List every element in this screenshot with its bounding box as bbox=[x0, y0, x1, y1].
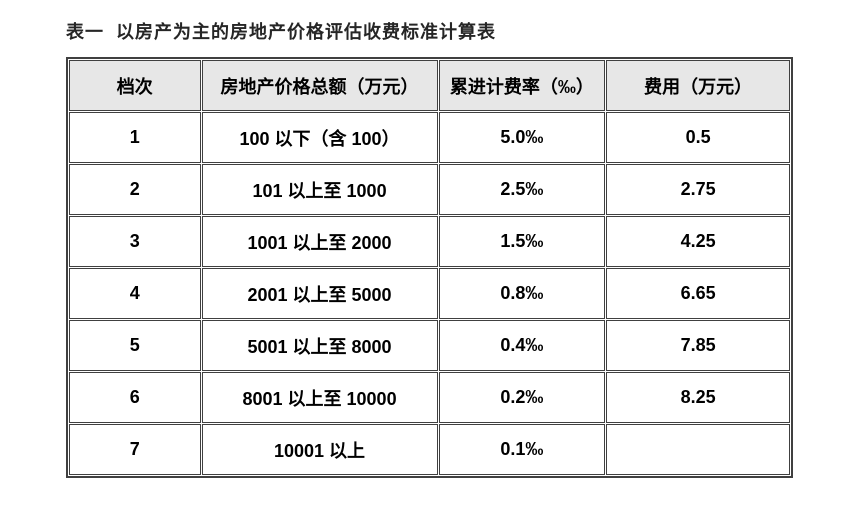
fee-standard-table: 档次 房地产价格总额（万元） 累进计费率（‰） 费用（万元） 1 100 以下（… bbox=[66, 57, 793, 478]
cell-price-range: 5001 以上至 8000 bbox=[201, 320, 438, 371]
table-row: 5 5001 以上至 8000 0.4‰ 7.85 bbox=[69, 320, 790, 371]
cell-price-range: 101 以上至 1000 bbox=[201, 164, 438, 215]
header-cell-fee: 费用（万元） bbox=[606, 60, 790, 111]
cell-fee: 7.85 bbox=[606, 320, 790, 371]
cell-grade: 6 bbox=[69, 372, 201, 423]
cell-grade: 3 bbox=[69, 216, 201, 267]
cell-grade: 5 bbox=[69, 320, 201, 371]
cell-price-range: 2001 以上至 5000 bbox=[201, 268, 438, 319]
table-row: 7 10001 以上 0.1‰ bbox=[69, 424, 790, 475]
cell-price-range: 100 以下（含 100） bbox=[201, 112, 438, 163]
cell-grade: 4 bbox=[69, 268, 201, 319]
cell-rate: 0.2‰ bbox=[438, 372, 606, 423]
cell-fee: 8.25 bbox=[606, 372, 790, 423]
cell-price-range: 10001 以上 bbox=[201, 424, 438, 475]
cell-price-range: 8001 以上至 10000 bbox=[201, 372, 438, 423]
header-cell-grade: 档次 bbox=[69, 60, 201, 111]
header-cell-rate: 累进计费率（‰） bbox=[438, 60, 606, 111]
table-header-row: 档次 房地产价格总额（万元） 累进计费率（‰） 费用（万元） bbox=[69, 60, 790, 111]
cell-fee: 6.65 bbox=[606, 268, 790, 319]
cell-grade: 1 bbox=[69, 112, 201, 163]
table-row: 6 8001 以上至 10000 0.2‰ 8.25 bbox=[69, 372, 790, 423]
cell-fee bbox=[606, 424, 790, 475]
cell-rate: 2.5‰ bbox=[438, 164, 606, 215]
table-caption: 表一 以房产为主的房地产价格评估收费标准计算表 bbox=[66, 22, 496, 42]
cell-rate: 1.5‰ bbox=[438, 216, 606, 267]
cell-rate: 0.1‰ bbox=[438, 424, 606, 475]
cell-fee: 0.5 bbox=[606, 112, 790, 163]
cell-rate: 0.8‰ bbox=[438, 268, 606, 319]
table-row: 1 100 以下（含 100） 5.0‰ 0.5 bbox=[69, 112, 790, 163]
cell-fee: 2.75 bbox=[606, 164, 790, 215]
cell-rate: 5.0‰ bbox=[438, 112, 606, 163]
cell-grade: 7 bbox=[69, 424, 201, 475]
cell-fee: 4.25 bbox=[606, 216, 790, 267]
table-row: 2 101 以上至 1000 2.5‰ 2.75 bbox=[69, 164, 790, 215]
header-cell-price-total: 房地产价格总额（万元） bbox=[201, 60, 438, 111]
table-row: 4 2001 以上至 5000 0.8‰ 6.65 bbox=[69, 268, 790, 319]
cell-rate: 0.4‰ bbox=[438, 320, 606, 371]
cell-grade: 2 bbox=[69, 164, 201, 215]
cell-price-range: 1001 以上至 2000 bbox=[201, 216, 438, 267]
table-row: 3 1001 以上至 2000 1.5‰ 4.25 bbox=[69, 216, 790, 267]
